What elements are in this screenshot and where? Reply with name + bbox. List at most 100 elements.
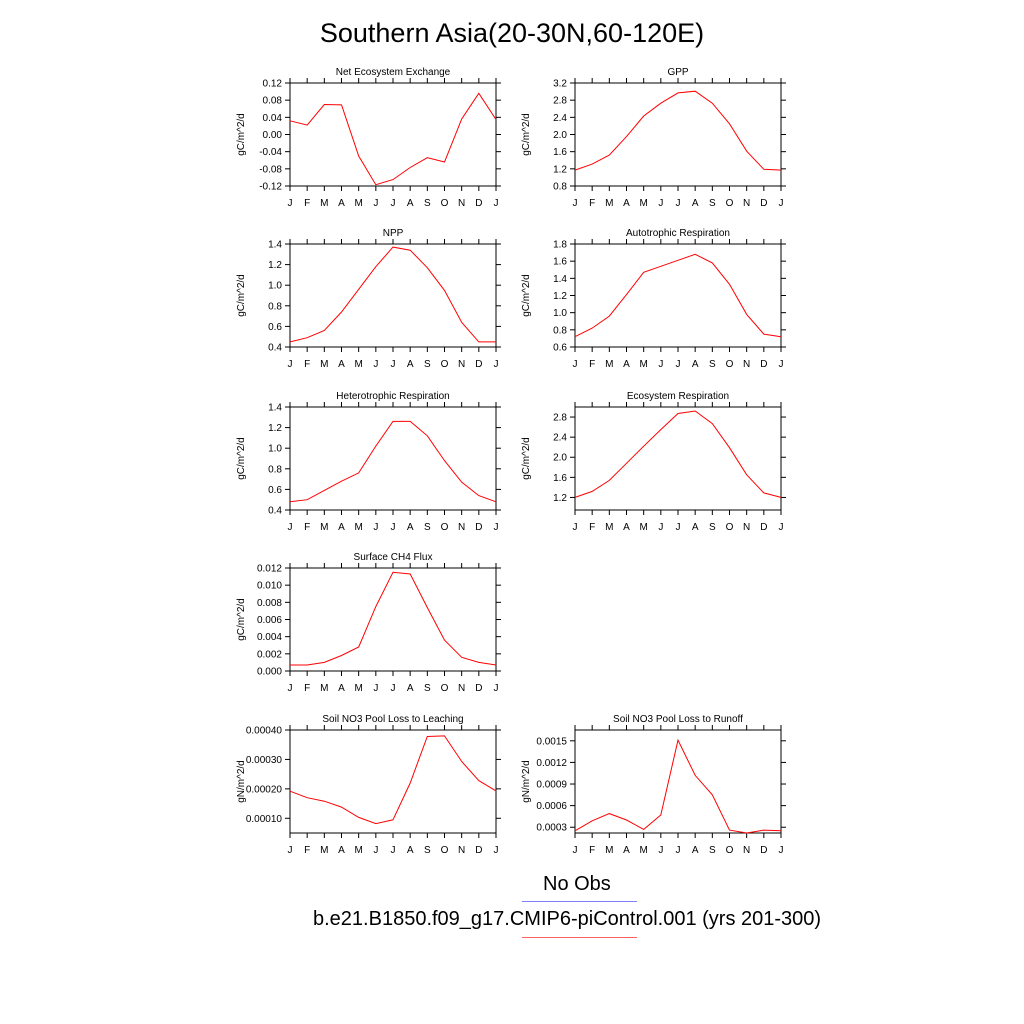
y-tick-label: 1.6 [553, 473, 567, 484]
x-tick-label: J [288, 198, 293, 209]
x-tick-label: J [494, 522, 499, 533]
x-tick-label: J [391, 198, 396, 209]
x-tick-label: M [320, 522, 328, 533]
x-tick-label: N [743, 845, 750, 856]
x-tick-label: S [424, 198, 431, 209]
x-tick-label: S [424, 845, 431, 856]
x-tick-label: M [605, 359, 613, 370]
x-tick-label: J [494, 845, 499, 856]
x-tick-label: J [658, 522, 663, 533]
x-tick-label: J [658, 845, 663, 856]
plot-frame [289, 82, 497, 187]
x-tick-label: A [407, 198, 414, 209]
y-axis-label: gC/m^2/d [521, 437, 532, 480]
y-tick-label: 0.0006 [536, 801, 567, 812]
x-tick-label: O [441, 845, 449, 856]
x-tick-label: O [441, 198, 449, 209]
y-tick-label: 1.2 [268, 260, 282, 271]
y-axis-label: gC/m^2/d [521, 274, 532, 317]
x-tick-label: J [494, 683, 499, 694]
x-tick-label: J [391, 683, 396, 694]
y-axis-label: gC/m^2/d [236, 598, 247, 641]
x-tick-label: N [458, 359, 465, 370]
y-tick-label: 0.012 [257, 564, 282, 575]
x-tick-label: J [391, 359, 396, 370]
x-tick-label: J [373, 522, 378, 533]
x-tick-label: J [288, 845, 293, 856]
y-tick-label: 0.6 [553, 343, 567, 354]
y-tick-label: 0.008 [257, 598, 282, 609]
legend-model-label: b.e21.B1850.f09_g17.CMIP6-piControl.001 … [313, 908, 822, 930]
y-tick-label: 0.4 [268, 506, 282, 517]
y-tick-label: 0.12 [263, 79, 283, 90]
x-tick-label: A [338, 683, 345, 694]
x-tick-label: S [709, 359, 716, 370]
y-axis-label: gN/m^2/d [521, 760, 532, 803]
y-tick-label: 0.0009 [536, 780, 567, 791]
x-tick-label: J [779, 845, 784, 856]
y-tick-label: 0.002 [257, 649, 282, 660]
x-tick-label: S [709, 845, 716, 856]
x-tick-label: N [458, 198, 465, 209]
y-tick-label: 1.2 [268, 423, 282, 434]
x-tick-label: J [391, 522, 396, 533]
x-tick-label: J [676, 845, 681, 856]
y-tick-label: 0.0003 [536, 823, 567, 834]
y-tick-label: 1.2 [553, 493, 567, 504]
x-tick-label: J [676, 359, 681, 370]
y-tick-label: 0.8 [268, 301, 282, 312]
x-tick-label: A [407, 683, 414, 694]
x-tick-label: D [475, 683, 482, 694]
y-tick-label: 0.0015 [536, 736, 567, 747]
x-tick-label: J [494, 359, 499, 370]
y-axis-label: gN/m^2/d [236, 760, 247, 803]
plot-frame [574, 243, 782, 348]
y-tick-label: 1.2 [553, 164, 567, 175]
x-tick-label: N [458, 845, 465, 856]
data-line [574, 738, 782, 834]
y-tick-label: 0.006 [257, 615, 282, 626]
x-tick-label: J [573, 845, 578, 856]
y-tick-label: 0.04 [263, 113, 283, 124]
x-tick-label: S [424, 683, 431, 694]
x-tick-label: D [475, 522, 482, 533]
x-tick-label: A [338, 522, 345, 533]
plot-title: Soil NO3 Pool Loss to Runoff [613, 714, 743, 725]
y-tick-label: 0.00040 [246, 726, 283, 737]
x-tick-label: F [304, 845, 310, 856]
x-tick-label: D [760, 359, 767, 370]
x-tick-label: O [441, 359, 449, 370]
x-tick-label: D [760, 522, 767, 533]
y-tick-label: 1.4 [268, 240, 282, 251]
x-tick-label: M [639, 522, 647, 533]
y-tick-label: 0.8 [553, 325, 567, 336]
x-tick-label: J [779, 198, 784, 209]
x-tick-label: S [709, 198, 716, 209]
y-axis-label: gC/m^2/d [236, 113, 247, 156]
x-tick-label: D [760, 198, 767, 209]
x-tick-label: J [573, 359, 578, 370]
plot-frame [289, 406, 497, 511]
x-tick-label: J [658, 359, 663, 370]
x-tick-label: N [743, 359, 750, 370]
x-tick-label: M [354, 683, 362, 694]
x-tick-label: A [692, 522, 699, 533]
x-tick-label: M [320, 683, 328, 694]
x-tick-label: M [354, 845, 362, 856]
x-tick-label: N [743, 198, 750, 209]
x-tick-label: M [639, 845, 647, 856]
x-tick-label: A [338, 845, 345, 856]
x-tick-label: M [354, 359, 362, 370]
x-tick-label: A [407, 522, 414, 533]
x-tick-label: D [760, 845, 767, 856]
x-tick-label: S [424, 359, 431, 370]
y-axis-label: gC/m^2/d [236, 437, 247, 480]
x-tick-label: M [639, 359, 647, 370]
y-tick-label: -0.12 [259, 182, 282, 193]
x-tick-label: F [304, 198, 310, 209]
x-tick-label: J [391, 845, 396, 856]
y-tick-label: 0.00 [263, 130, 283, 141]
y-tick-label: 2.0 [553, 453, 567, 464]
plot-title: Soil NO3 Pool Loss to Leaching [322, 714, 463, 725]
